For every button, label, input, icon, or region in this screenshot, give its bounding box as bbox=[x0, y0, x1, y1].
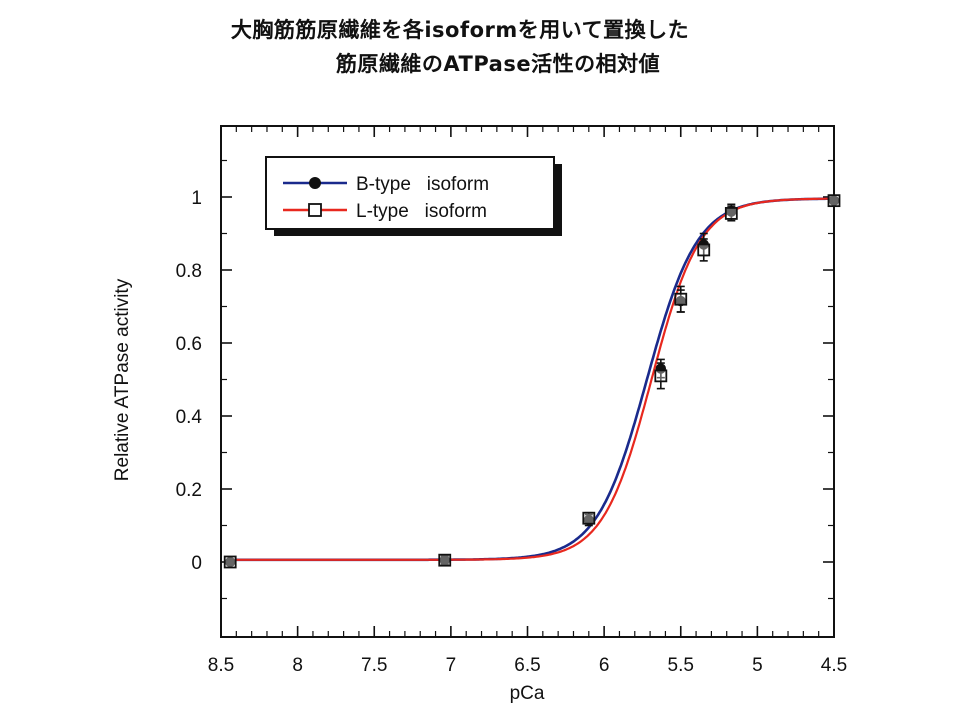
series-0-fit-line bbox=[230, 197, 834, 562]
series-1-point bbox=[582, 511, 596, 525]
x-tick-label: 4.5 bbox=[821, 655, 847, 676]
x-tick-label: 5.5 bbox=[668, 655, 694, 676]
x-tick-label: 6.5 bbox=[514, 655, 540, 676]
y-axis-label: Relative ATPase activity bbox=[112, 278, 133, 481]
x-tick-label: 6 bbox=[599, 655, 610, 676]
legend-marker bbox=[309, 177, 321, 189]
chart-title-line-2: 筋原繊維のATPase活性の相対値 bbox=[335, 52, 661, 76]
legend-label: B-type isoform bbox=[356, 174, 489, 195]
y-tick-label: 0.8 bbox=[176, 261, 202, 282]
chart-title-line-1: 大胸筋筋原繊維を各isoformを用いて置換した bbox=[230, 18, 690, 42]
x-tick-label: 7.5 bbox=[361, 655, 387, 676]
series-1-point bbox=[724, 207, 738, 220]
series-1-point bbox=[697, 243, 711, 257]
chart-legend: B-type isoform L-type isoform bbox=[265, 156, 562, 236]
series-1-point bbox=[827, 194, 841, 208]
x-tick-label: 5 bbox=[752, 655, 763, 676]
series-1-fit-line bbox=[230, 197, 834, 561]
series-1-point bbox=[223, 555, 237, 569]
y-tick-label: 0.4 bbox=[176, 407, 203, 428]
x-axis-label: pCa bbox=[510, 683, 545, 704]
y-tick-label: 0.6 bbox=[176, 334, 202, 355]
legend-label: L-type isoform bbox=[356, 201, 487, 222]
legend-marker bbox=[308, 203, 322, 217]
series-1-point bbox=[654, 369, 668, 383]
y-tick-label: 0 bbox=[191, 553, 202, 574]
x-tick-label: 7 bbox=[446, 655, 457, 676]
y-tick-label: 0.2 bbox=[176, 480, 202, 501]
series-1-point bbox=[674, 292, 688, 306]
x-tick-label: 8 bbox=[292, 655, 303, 676]
y-tick-label: 1 bbox=[191, 188, 202, 209]
series-1-point bbox=[438, 553, 452, 567]
legend-box bbox=[265, 156, 555, 230]
x-tick-label: 8.5 bbox=[208, 655, 234, 676]
